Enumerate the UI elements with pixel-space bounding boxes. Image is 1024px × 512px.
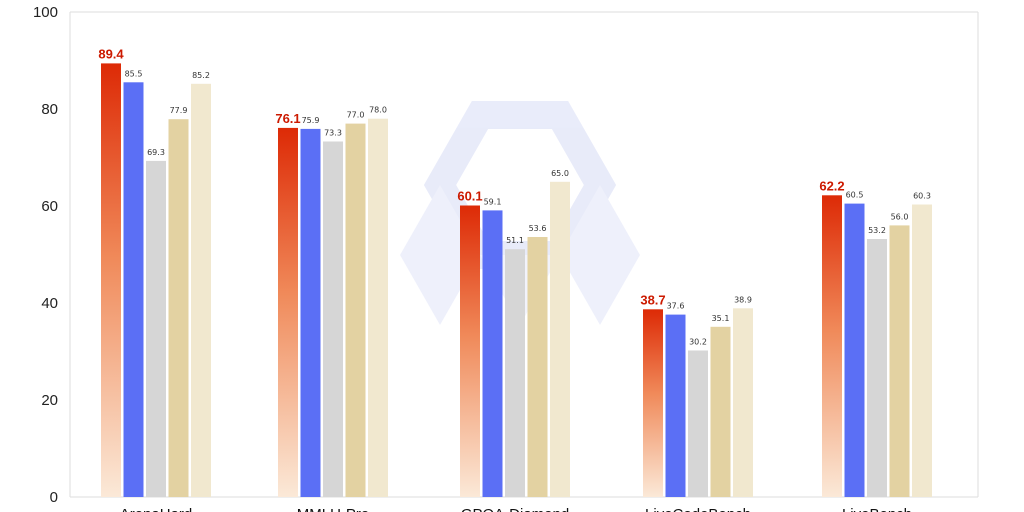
bar-mmlu-pro-series-1 — [278, 127, 298, 498]
value-label: 37.6 — [667, 302, 685, 311]
y-tick-label: 0 — [50, 489, 58, 506]
bar-mmlu-pro-series-5 — [368, 118, 388, 497]
x-category-label: ArenaHard — [120, 506, 193, 512]
value-label: 75.9 — [302, 116, 320, 125]
bar-livebench-series-5 — [912, 204, 932, 497]
x-category-label: LiveCodeBench — [645, 506, 751, 512]
bar-livecodebench-series-3 — [688, 350, 708, 497]
value-label: 59.1 — [484, 197, 502, 206]
value-label: 78.0 — [369, 106, 387, 115]
bars — [101, 63, 932, 498]
bar-livecodebench-series-2 — [665, 314, 686, 497]
bar-arenahard-series-3 — [146, 160, 166, 497]
bar-livecodebench-series-1 — [643, 309, 663, 497]
x-axis-labels: ArenaHard MMLU-Pro GPQA-Diamond LiveCodeBen… — [120, 506, 912, 512]
value-label: 65.0 — [551, 169, 569, 178]
bar-arenahard-series-1 — [101, 63, 121, 498]
bar-livebench-series-3 — [867, 239, 887, 497]
bar-mmlu-pro-series-2 — [300, 128, 321, 497]
bar-gpqa-diamond-series-2 — [482, 210, 503, 497]
bar-arenahard-series-2 — [123, 82, 144, 498]
value-label: 53.2 — [868, 226, 886, 235]
value-label: 56.0 — [891, 212, 909, 221]
bar-livebench-series-1 — [822, 195, 842, 498]
value-label: 38.9 — [734, 295, 752, 304]
bar-gpqa-diamond-series-1 — [460, 205, 480, 497]
value-label: 77.0 — [347, 111, 365, 120]
x-category-label: LiveBench — [842, 506, 912, 512]
value-label: 35.1 — [712, 314, 730, 323]
y-tick-label: 100 — [33, 4, 58, 21]
bar-livecodebench-series-4 — [710, 326, 731, 497]
y-tick-label: 80 — [41, 101, 58, 118]
x-category-label: GPQA-Diamond — [461, 506, 569, 512]
bar-mmlu-pro-series-4 — [345, 123, 366, 497]
bar-gpqa-diamond-series-4 — [527, 237, 548, 497]
value-label: 30.2 — [689, 338, 707, 347]
value-label: 60.3 — [913, 192, 931, 201]
bar-gpqa-diamond-series-5 — [550, 181, 570, 498]
value-label: 60.5 — [846, 191, 864, 200]
value-label: 69.3 — [147, 148, 165, 157]
bar-livebench-series-4 — [889, 225, 910, 497]
bar-livebench-series-2 — [844, 203, 865, 497]
bar-arenahard-series-5 — [191, 83, 211, 498]
value-label: 38.7 — [640, 292, 665, 307]
value-labels: 89.485.5 69.3 77.9 85.2 76.1 75.9 73.3 77.0 78.0… — [98, 46, 931, 346]
value-label: 53.6 — [529, 224, 547, 233]
value-label: 85.5 — [125, 69, 143, 78]
bar-mmlu-pro-series-3 — [323, 141, 343, 497]
y-tick-label: 20 — [41, 392, 58, 409]
value-label: 60.1 — [457, 189, 482, 204]
value-label: 51.1 — [506, 236, 524, 245]
value-label: 77.9 — [170, 106, 188, 115]
y-tick-label: 40 — [41, 295, 58, 312]
value-label: 76.1 — [275, 111, 300, 126]
y-axis-ticks: 0 20 40 60 80 100 — [33, 4, 58, 506]
bar-arenahard-series-4 — [168, 119, 189, 497]
value-label: 89.4 — [98, 46, 124, 61]
x-category-label: MMLU-Pro — [297, 506, 370, 512]
value-label: 85.2 — [192, 71, 210, 80]
bar-livecodebench-series-5 — [733, 308, 753, 497]
y-tick-label: 60 — [41, 198, 58, 215]
value-label: 62.2 — [819, 178, 844, 193]
value-label: 73.3 — [324, 129, 342, 138]
bar-gpqa-diamond-series-3 — [505, 249, 525, 497]
